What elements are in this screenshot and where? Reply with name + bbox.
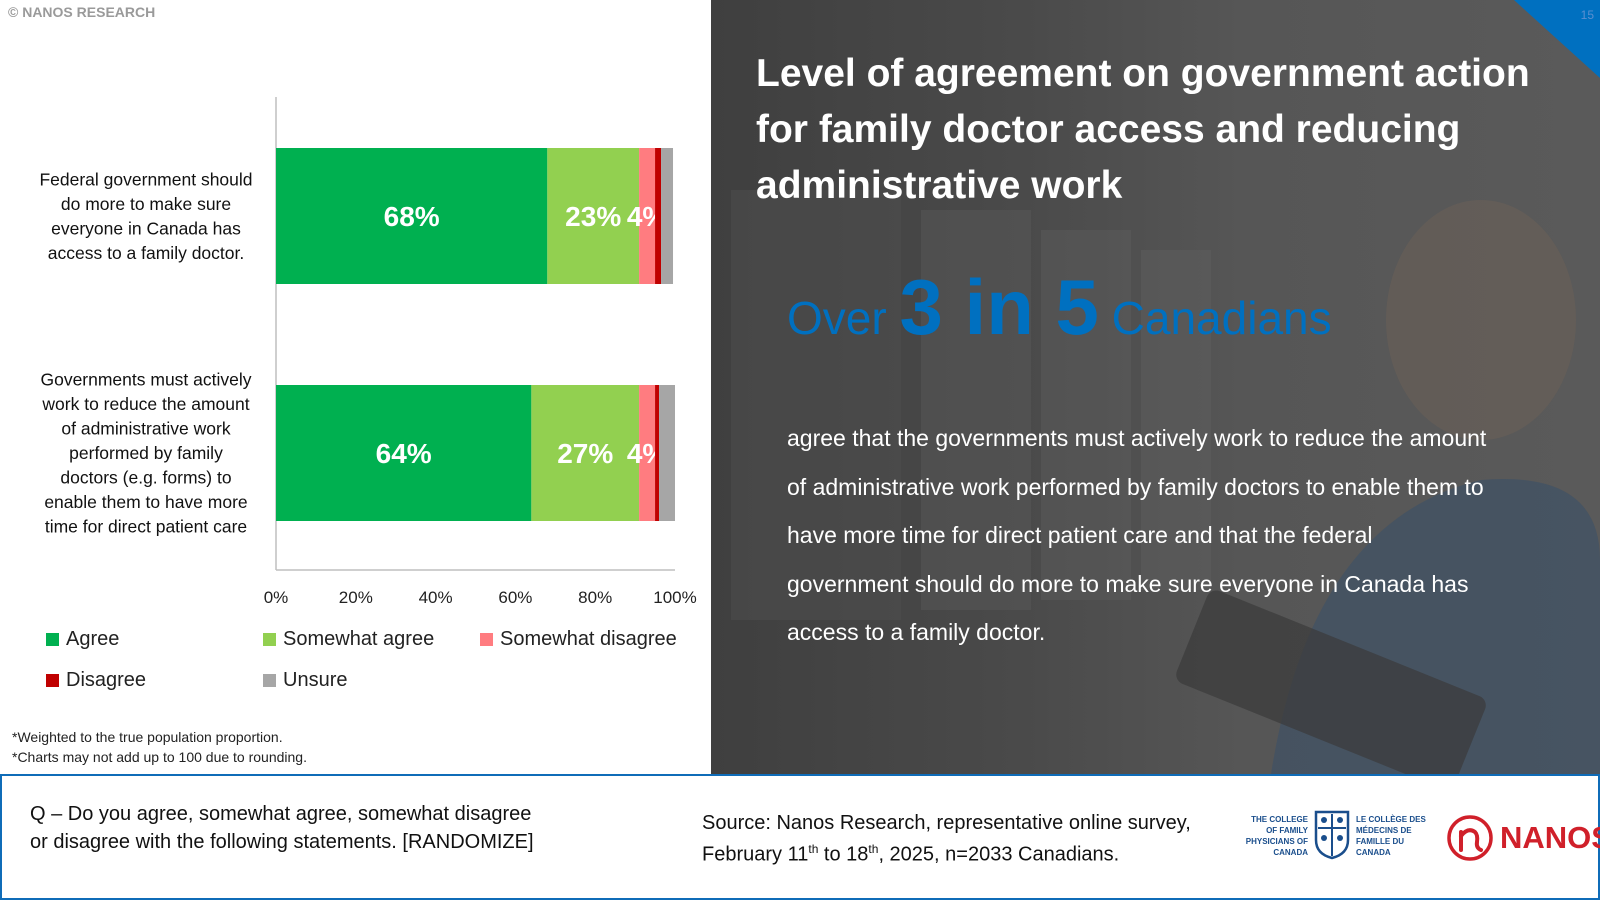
x-tick-label: 100% <box>653 588 696 607</box>
cfpc-logo-fr: LE COLLÈGE DES MÉDECINS DE FAMILLE DU CA… <box>1356 815 1426 857</box>
bar-segment <box>639 385 656 521</box>
source-note: Source: Nanos Research, representative o… <box>702 810 1242 868</box>
bar-segment <box>547 148 640 284</box>
shield-icon <box>1314 810 1350 860</box>
data-label: 27% <box>557 438 613 469</box>
x-tick-label: 40% <box>419 588 453 607</box>
source-sup-1: th <box>808 842 819 856</box>
bar-segment <box>661 148 674 284</box>
nanos-wordmark: NANOS <box>1500 820 1600 855</box>
source-sup-2: th <box>868 842 879 856</box>
footer-bar: Q – Do you agree, somewhat agree, somewh… <box>0 774 1600 900</box>
legend-item: Agree <box>46 628 119 651</box>
data-label: 68% <box>384 201 440 232</box>
background-photo-shapes <box>731 190 1600 774</box>
headline-suffix: Canadians <box>1098 292 1332 344</box>
legend-swatch <box>46 674 59 687</box>
bar-segment <box>659 385 675 521</box>
page-number: 15 <box>1580 8 1594 22</box>
legend-label: Agree <box>66 628 120 650</box>
category-label: doctors (e.g. forms) to <box>60 468 231 488</box>
cfpc-logo: THE COLLEGE OF FAMILY PHYSICIANS OF CANA… <box>1238 806 1438 862</box>
footnote-rounding: *Charts may not add up to 100 due to rou… <box>12 749 307 765</box>
bar-segment <box>639 148 656 284</box>
legend-item: Somewhat agree <box>263 628 434 651</box>
nanos-n-icon <box>1447 815 1493 861</box>
x-tick-label: 0% <box>264 588 289 607</box>
category-label: access to a family doctor. <box>48 243 244 263</box>
copyright-text: © NANOS RESEARCH <box>8 4 156 20</box>
legend-item: Disagree <box>46 669 146 692</box>
legend-label: Somewhat disagree <box>500 628 677 650</box>
legend-label: Somewhat agree <box>283 628 435 650</box>
legend-swatch <box>46 633 59 646</box>
footnotes: *Weighted to the true population proport… <box>12 727 307 767</box>
category-label: work to reduce the amount <box>41 394 249 414</box>
nanos-logo: NANOS <box>1446 814 1600 862</box>
legend-swatch <box>263 674 276 687</box>
stacked-bar-chart: 0% 20% 40% 60% 80% 100%68% 23% 4%Federal govern… <box>39 97 697 607</box>
category-label: Federal government should <box>39 169 252 189</box>
corner-accent <box>1514 0 1600 78</box>
legend-label: Disagree <box>66 669 147 691</box>
legend-swatch <box>480 633 493 646</box>
footnote-weighted: *Weighted to the true population proport… <box>12 729 283 745</box>
x-tick-label: 80% <box>578 588 612 607</box>
category-label: Governments must actively <box>40 370 251 390</box>
bar-segment <box>655 148 662 284</box>
source-mid: to 18 <box>818 843 869 866</box>
category-label: do more to make sure <box>61 194 231 214</box>
category-label: performed by family <box>69 443 223 463</box>
panel-title: Level of agreement on government action … <box>756 52 1530 207</box>
survey-question: Q – Do you agree, somewhat agree, somewh… <box>30 803 534 853</box>
source-pre: Source: Nanos Research, representative o… <box>702 812 1191 866</box>
legend-item: Somewhat disagree <box>480 628 677 651</box>
headline-prefix: Over <box>787 292 900 344</box>
legend-swatch <box>263 633 276 646</box>
headline-figure: 3 in 5 <box>899 263 1099 351</box>
x-tick-label: 20% <box>339 588 373 607</box>
data-label: 23% <box>565 201 621 232</box>
bar-segment <box>655 385 660 521</box>
category-label: enable them to have more <box>44 492 247 512</box>
bar-segment <box>531 385 640 521</box>
category-label: everyone in Canada has <box>51 218 241 238</box>
legend-label: Unsure <box>283 669 348 691</box>
cfpc-logo-en: THE COLLEGE OF FAMILY PHYSICIANS OF CANA… <box>1245 815 1308 857</box>
data-label: 64% <box>376 438 432 469</box>
bar-segment <box>276 385 532 521</box>
bar-segment <box>276 148 548 284</box>
category-label: of administrative work <box>61 419 230 439</box>
panel-body: agree that the governments must actively… <box>787 425 1487 645</box>
headline: Over 3 in 5 Canadians <box>787 262 1332 353</box>
x-tick-label: 60% <box>498 588 532 607</box>
legend-item: Unsure <box>263 669 347 692</box>
category-label: time for direct patient care <box>45 517 247 537</box>
source-post: , 2025, n=2033 Canadians. <box>878 843 1120 866</box>
summary-panel: Level of agreement on government action … <box>711 0 1600 774</box>
